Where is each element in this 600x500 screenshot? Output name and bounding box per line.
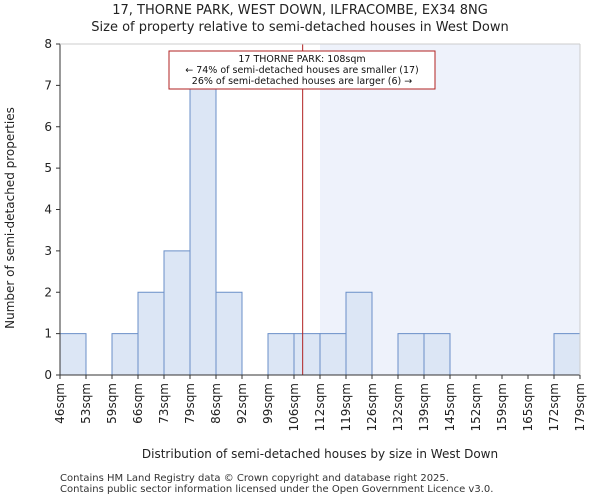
bar-119sqm [345, 291, 373, 376]
x-tick-label: 92sqm [235, 383, 249, 424]
x-tick-label: 79sqm [183, 383, 197, 424]
bar-139sqm [423, 333, 451, 376]
bar-99sqm [267, 333, 295, 376]
x-tick-label: 179sqm [573, 383, 587, 431]
bar-132sqm [397, 333, 425, 376]
x-tick-label: 165sqm [521, 383, 535, 431]
y-tick-label: 8 [44, 37, 52, 51]
x-tick-label: 159sqm [495, 383, 509, 431]
bar-73sqm [163, 250, 191, 376]
x-tick-label: 66sqm [131, 383, 145, 424]
x-tick-label: 53sqm [79, 383, 93, 424]
x-tick-label: 152sqm [469, 383, 483, 431]
y-tick-label: 0 [44, 368, 52, 382]
x-tick-label: 106sqm [287, 383, 301, 431]
annotation-line-3: 26% of semi-detached houses are larger (… [192, 76, 412, 87]
x-tick-label: 112sqm [313, 383, 327, 431]
footer-licence: Contains public sector information licen… [60, 484, 494, 495]
y-tick-label: 7 [44, 78, 52, 92]
x-tick-label: 99sqm [261, 383, 275, 424]
annotation-line-2: ← 74% of semi-detached houses are smalle… [185, 65, 419, 76]
x-tick-label: 172sqm [547, 383, 561, 431]
x-tick-label: 145sqm [443, 383, 457, 431]
bar-66sqm [137, 291, 165, 376]
y-tick-label: 5 [44, 161, 52, 175]
annotation-box [168, 50, 436, 90]
y-tick-label: 1 [44, 327, 52, 341]
chart-subtitle: Size of property relative to semi-detach… [91, 20, 509, 35]
bar-86sqm [215, 291, 243, 376]
x-tick-label: 86sqm [209, 383, 223, 424]
x-tick-label: 139sqm [417, 383, 431, 431]
x-tick-label: 132sqm [391, 383, 405, 431]
x-tick-label: 73sqm [157, 383, 171, 424]
x-axis-label: Distribution of semi-detached houses by … [142, 447, 498, 461]
bar-112sqm [319, 333, 347, 376]
y-axis-label: Number of semi-detached properties [3, 107, 17, 329]
y-tick-label: 4 [44, 203, 52, 217]
annotation-line-1: 17 THORNE PARK: 108sqm [238, 54, 365, 65]
bar-46sqm [59, 333, 87, 376]
x-tick-label: 126sqm [365, 383, 379, 431]
x-tick-label: 46sqm [53, 383, 67, 424]
chart-title: 17, THORNE PARK, WEST DOWN, ILFRACOMBE, … [112, 3, 488, 18]
y-tick-label: 6 [44, 120, 52, 134]
bar-172sqm [553, 333, 581, 376]
y-tick-label: 2 [44, 285, 52, 299]
bar-79sqm [189, 84, 217, 376]
bar-59sqm [111, 333, 139, 376]
x-tick-label: 119sqm [339, 383, 353, 431]
bar-106sqm [293, 333, 321, 376]
x-tick-label: 59sqm [105, 383, 119, 424]
y-tick-label: 3 [44, 244, 52, 258]
footer-copyright: Contains HM Land Registry data © Crown c… [60, 473, 449, 484]
